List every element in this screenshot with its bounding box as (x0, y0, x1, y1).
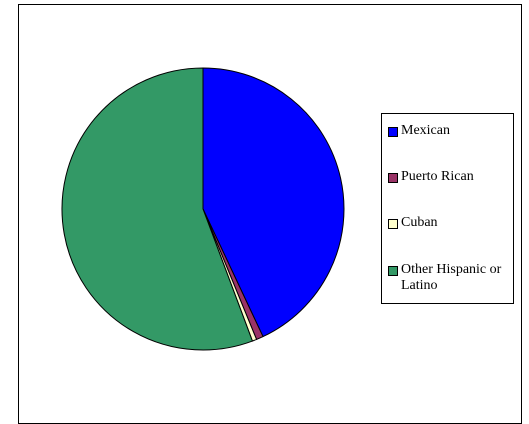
legend-label-cuban: Cuban (401, 215, 438, 230)
legend-swatch-cuban (388, 219, 398, 229)
chart-legend: Mexican Puerto Rican Cuban Other Hispani… (381, 113, 514, 304)
pie-chart (61, 67, 345, 351)
legend-swatch-other-hispanic-or-latino (388, 266, 398, 276)
legend-label-puerto-rican: Puerto Rican (401, 169, 474, 184)
legend-label-mexican: Mexican (401, 123, 450, 138)
pie-slice-mexican (202, 67, 345, 338)
legend-swatch-mexican (388, 127, 398, 137)
legend-label-other-hispanic-or-latino: Other Hispanic or Latino (401, 262, 502, 293)
pie-slice-other-hispanic-or-latino (61, 67, 254, 351)
legend-swatch-puerto-rican (388, 173, 398, 183)
